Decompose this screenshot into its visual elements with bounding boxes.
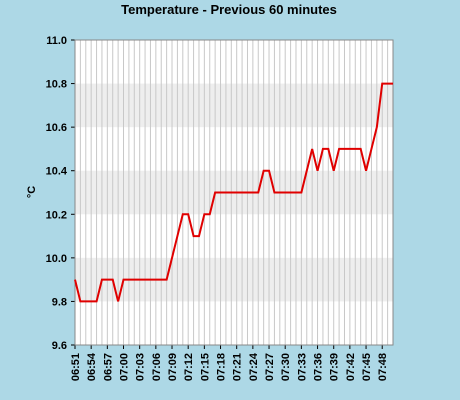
x-tick-label: 07:45 [361,353,373,381]
temperature-line [74,82,393,303]
y-tick-label: 10.8 [46,79,67,91]
x-tick-label: 07:42 [345,353,357,381]
x-tick-label: 07:00 [119,353,131,381]
band [75,83,393,128]
chart-title: Temperature - Previous 60 minutes [121,2,337,17]
x-tick-label: 07:30 [280,353,292,381]
x-tick-label: 07:36 [313,353,325,381]
y-axis-label: °C [26,186,38,198]
x-tick-label: 06:54 [86,352,98,381]
x-tick-label: 07:33 [296,353,308,381]
x-tick-label: 07:09 [167,353,179,381]
x-tick-label: 07:18 [216,353,228,381]
x-tick-label: 07:24 [248,352,260,381]
x-tick-label: 07:15 [199,353,211,381]
y-tick-label: 9.8 [52,296,67,308]
plot-border [74,39,394,346]
x-tick-label: 06:57 [102,353,114,381]
x-tick-label: 07:27 [264,353,276,381]
y-tick-label: 10.2 [46,209,67,221]
x-tick-label: 07:12 [183,353,195,381]
x-tick-label: 06:51 [70,353,82,381]
y-tick-label: 10.4 [46,166,68,178]
x-tick-label: 07:06 [151,353,163,381]
y-tick-label: 9.6 [52,340,67,352]
y-tick-label: 10.0 [46,253,67,265]
y-tick-label: 11.0 [46,35,67,47]
x-tick-label: 07:39 [329,353,341,381]
y-tick-label: 10.6 [46,122,67,134]
x-tick-label: 07:48 [377,353,389,381]
x-tick-label: 07:03 [135,353,147,381]
x-tick-label: 07:21 [232,353,244,381]
